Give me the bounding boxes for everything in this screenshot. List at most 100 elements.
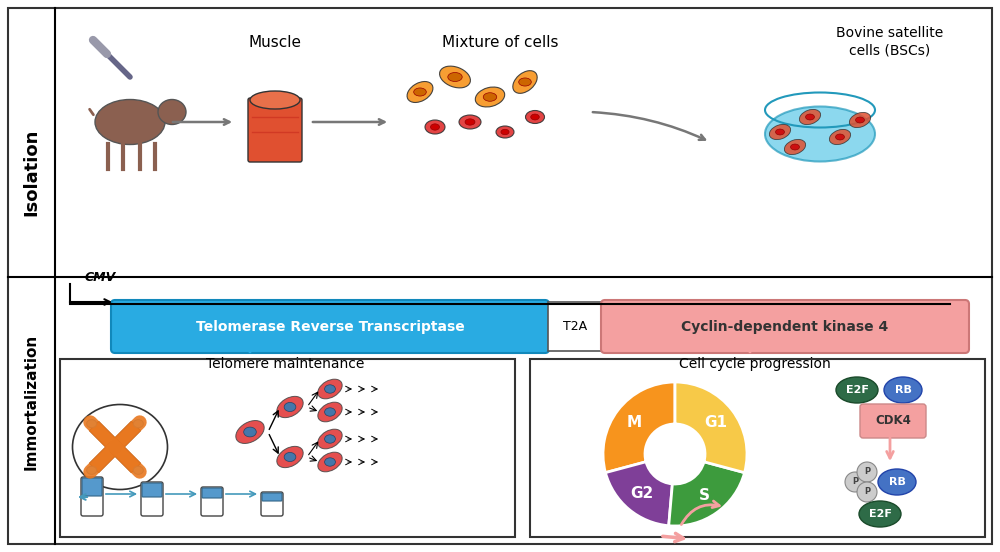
FancyBboxPatch shape <box>8 8 992 544</box>
Text: P: P <box>864 468 870 476</box>
Ellipse shape <box>836 134 844 140</box>
Ellipse shape <box>448 72 462 82</box>
FancyBboxPatch shape <box>860 404 926 438</box>
FancyBboxPatch shape <box>548 302 602 351</box>
FancyBboxPatch shape <box>82 478 102 496</box>
Text: Telomere maintenance: Telomere maintenance <box>206 357 364 371</box>
Text: G1: G1 <box>704 416 727 431</box>
Circle shape <box>645 424 705 484</box>
FancyBboxPatch shape <box>141 482 163 516</box>
Ellipse shape <box>878 469 916 495</box>
Ellipse shape <box>133 466 143 474</box>
Ellipse shape <box>806 114 814 120</box>
Ellipse shape <box>318 402 342 422</box>
Ellipse shape <box>284 453 296 461</box>
Ellipse shape <box>513 71 537 93</box>
Ellipse shape <box>884 377 922 403</box>
Ellipse shape <box>784 140 806 155</box>
Ellipse shape <box>836 377 878 403</box>
Ellipse shape <box>475 87 505 107</box>
Wedge shape <box>669 462 745 526</box>
Text: Mixture of cells: Mixture of cells <box>442 35 558 50</box>
Wedge shape <box>605 462 672 526</box>
Wedge shape <box>675 382 747 473</box>
Text: Immortalization: Immortalization <box>23 334 39 470</box>
FancyBboxPatch shape <box>111 300 549 353</box>
Text: E2F: E2F <box>869 509 891 519</box>
Text: Telomerase Reverse Transcriptase: Telomerase Reverse Transcriptase <box>196 320 464 333</box>
Ellipse shape <box>325 385 335 393</box>
Ellipse shape <box>284 402 296 412</box>
Ellipse shape <box>244 427 256 437</box>
FancyArrow shape <box>89 442 120 473</box>
Ellipse shape <box>856 117 864 123</box>
FancyArrow shape <box>89 421 120 452</box>
Text: P: P <box>864 487 870 496</box>
FancyArrow shape <box>110 442 141 473</box>
Ellipse shape <box>325 408 335 416</box>
Ellipse shape <box>483 93 497 101</box>
Ellipse shape <box>87 420 97 428</box>
Wedge shape <box>603 382 675 473</box>
FancyBboxPatch shape <box>601 300 969 353</box>
Circle shape <box>845 472 865 492</box>
Text: Cell cycle progression: Cell cycle progression <box>679 357 831 371</box>
Ellipse shape <box>407 82 433 103</box>
Text: P: P <box>852 477 858 486</box>
Ellipse shape <box>765 107 875 162</box>
Ellipse shape <box>440 66 470 88</box>
Ellipse shape <box>459 115 481 129</box>
Ellipse shape <box>849 113 871 128</box>
FancyBboxPatch shape <box>81 477 103 516</box>
Ellipse shape <box>318 429 342 449</box>
Ellipse shape <box>526 110 544 124</box>
Ellipse shape <box>87 466 97 474</box>
Ellipse shape <box>95 99 165 145</box>
Text: CDK4: CDK4 <box>875 415 911 427</box>
Ellipse shape <box>769 124 791 140</box>
Ellipse shape <box>414 88 426 96</box>
Text: T2A: T2A <box>563 320 587 333</box>
Text: S: S <box>699 489 710 503</box>
Text: G2: G2 <box>631 486 654 501</box>
Text: RB: RB <box>889 477 905 487</box>
Ellipse shape <box>430 124 439 130</box>
Text: Cyclin-dependent kinase 4: Cyclin-dependent kinase 4 <box>681 320 889 333</box>
FancyBboxPatch shape <box>261 492 283 516</box>
Ellipse shape <box>109 441 121 453</box>
Circle shape <box>857 462 877 482</box>
FancyBboxPatch shape <box>530 359 985 537</box>
Ellipse shape <box>318 452 342 472</box>
Text: RB: RB <box>895 385 911 395</box>
Ellipse shape <box>318 379 342 399</box>
Ellipse shape <box>277 396 303 418</box>
Circle shape <box>857 482 877 502</box>
Text: Isolation: Isolation <box>22 128 40 216</box>
FancyArrow shape <box>110 421 141 452</box>
Ellipse shape <box>277 447 303 468</box>
FancyBboxPatch shape <box>60 359 515 537</box>
Text: Bovine satellite
cells (BSCs): Bovine satellite cells (BSCs) <box>836 26 944 57</box>
Ellipse shape <box>158 99 186 125</box>
FancyBboxPatch shape <box>202 488 222 498</box>
Text: CMV: CMV <box>85 271 116 284</box>
Ellipse shape <box>790 144 800 150</box>
Text: M: M <box>627 416 642 431</box>
FancyBboxPatch shape <box>248 98 302 162</box>
Text: Muscle: Muscle <box>248 35 302 50</box>
Ellipse shape <box>859 501 901 527</box>
Text: E2F: E2F <box>846 385 868 395</box>
Ellipse shape <box>250 91 300 109</box>
Ellipse shape <box>465 119 475 125</box>
Ellipse shape <box>519 78 531 86</box>
Ellipse shape <box>325 458 335 466</box>
FancyBboxPatch shape <box>201 487 223 516</box>
Ellipse shape <box>501 129 509 135</box>
Ellipse shape <box>531 114 539 120</box>
Ellipse shape <box>236 421 264 443</box>
Ellipse shape <box>776 129 784 135</box>
Ellipse shape <box>133 420 143 428</box>
FancyBboxPatch shape <box>142 483 162 497</box>
Ellipse shape <box>325 435 335 443</box>
FancyBboxPatch shape <box>262 493 282 501</box>
